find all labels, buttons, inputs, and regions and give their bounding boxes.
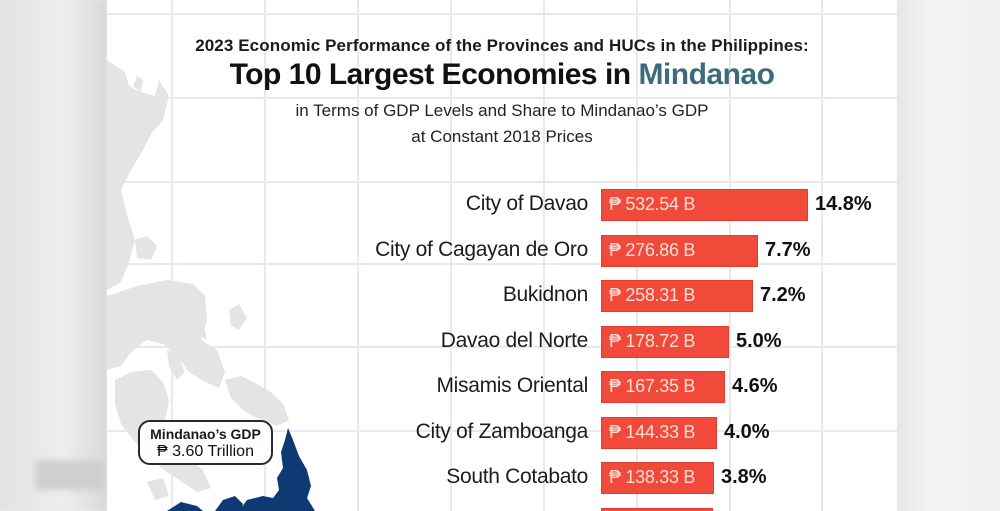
category-label: City of Davao: [465, 192, 588, 215]
grid-line: [171, 0, 173, 511]
bar: ₱ 138.33 B: [601, 462, 714, 494]
infographic-card: 2023 Economic Performance of the Provinc…: [107, 0, 897, 511]
share-percent: 7.7%: [765, 239, 811, 261]
category-label: City of Cagayan de Oro: [375, 238, 588, 261]
bar: ₱ 178.72 B: [601, 326, 729, 358]
blurred-background-left: [0, 0, 107, 511]
share-percent: 4.0%: [724, 421, 770, 443]
title-main: Top 10 Largest Economies in: [229, 58, 639, 91]
bar-value-label: ₱ 276.86 B: [609, 240, 696, 260]
callout-label: Mindanao’s GDP: [150, 426, 261, 442]
category-label: Misamis Oriental: [436, 374, 588, 397]
bar-value-label: ₱ 138.33 B: [609, 467, 696, 487]
grid-line: [107, 263, 897, 265]
bar: ₱ 276.86 B: [601, 235, 758, 267]
grid-line: [107, 430, 897, 432]
share-percent: 3.8%: [721, 466, 767, 488]
philippines-map-icon: [107, 60, 315, 511]
grid-line: [264, 0, 266, 511]
category-label: Davao del Norte: [440, 329, 589, 352]
category-label: Bukidnon: [502, 283, 588, 306]
grid-line: [821, 0, 823, 511]
subtitle-line-1: in Terms of GDP Levels and Share to Mind…: [295, 101, 709, 120]
grid-line: [107, 181, 897, 183]
page-title: Top 10 Largest Economies in Mindanao: [107, 58, 897, 92]
blurred-background-right: [897, 0, 1000, 511]
share-percent: 7.2%: [760, 284, 806, 306]
bar: ₱ 167.35 B: [601, 371, 725, 403]
grid-line: [543, 0, 545, 511]
bar-value-label: ₱ 532.54 B: [609, 194, 696, 214]
share-percent: 4.6%: [732, 375, 778, 397]
bar: ₱ 258.31 B: [601, 280, 753, 312]
grid-line: [357, 0, 359, 511]
share-percent: 14.8%: [815, 193, 872, 215]
share-percent: 5.0%: [736, 330, 782, 352]
category-label: South Cotabato: [446, 465, 588, 488]
mindanao-gdp-callout: Mindanao’s GDP ₱ 3.60 Trillion: [138, 420, 273, 465]
title-accent: Mindanao: [638, 58, 775, 91]
bar: ₱ 144.33 B: [601, 417, 717, 449]
grid-line: [107, 13, 897, 15]
bar: ₱ 532.54 B: [601, 189, 808, 221]
grid-line: [450, 0, 452, 511]
bar-value-label: ₱ 167.35 B: [609, 376, 696, 396]
bar-value-label: ₱ 178.72 B: [609, 331, 696, 351]
supertitle: 2023 Economic Performance of the Provinc…: [195, 36, 809, 55]
bar-value-label: ₱ 258.31 B: [609, 285, 696, 305]
callout-value: ₱ 3.60 Trillion: [157, 443, 254, 460]
grid-line: [107, 346, 897, 348]
category-label: City of Zamboanga: [415, 420, 589, 443]
bar: [601, 508, 713, 511]
bar-value-label: ₱ 144.33 B: [609, 422, 696, 442]
subtitle-line-2: at Constant 2018 Prices: [411, 127, 593, 146]
grid-line: [107, 97, 897, 99]
